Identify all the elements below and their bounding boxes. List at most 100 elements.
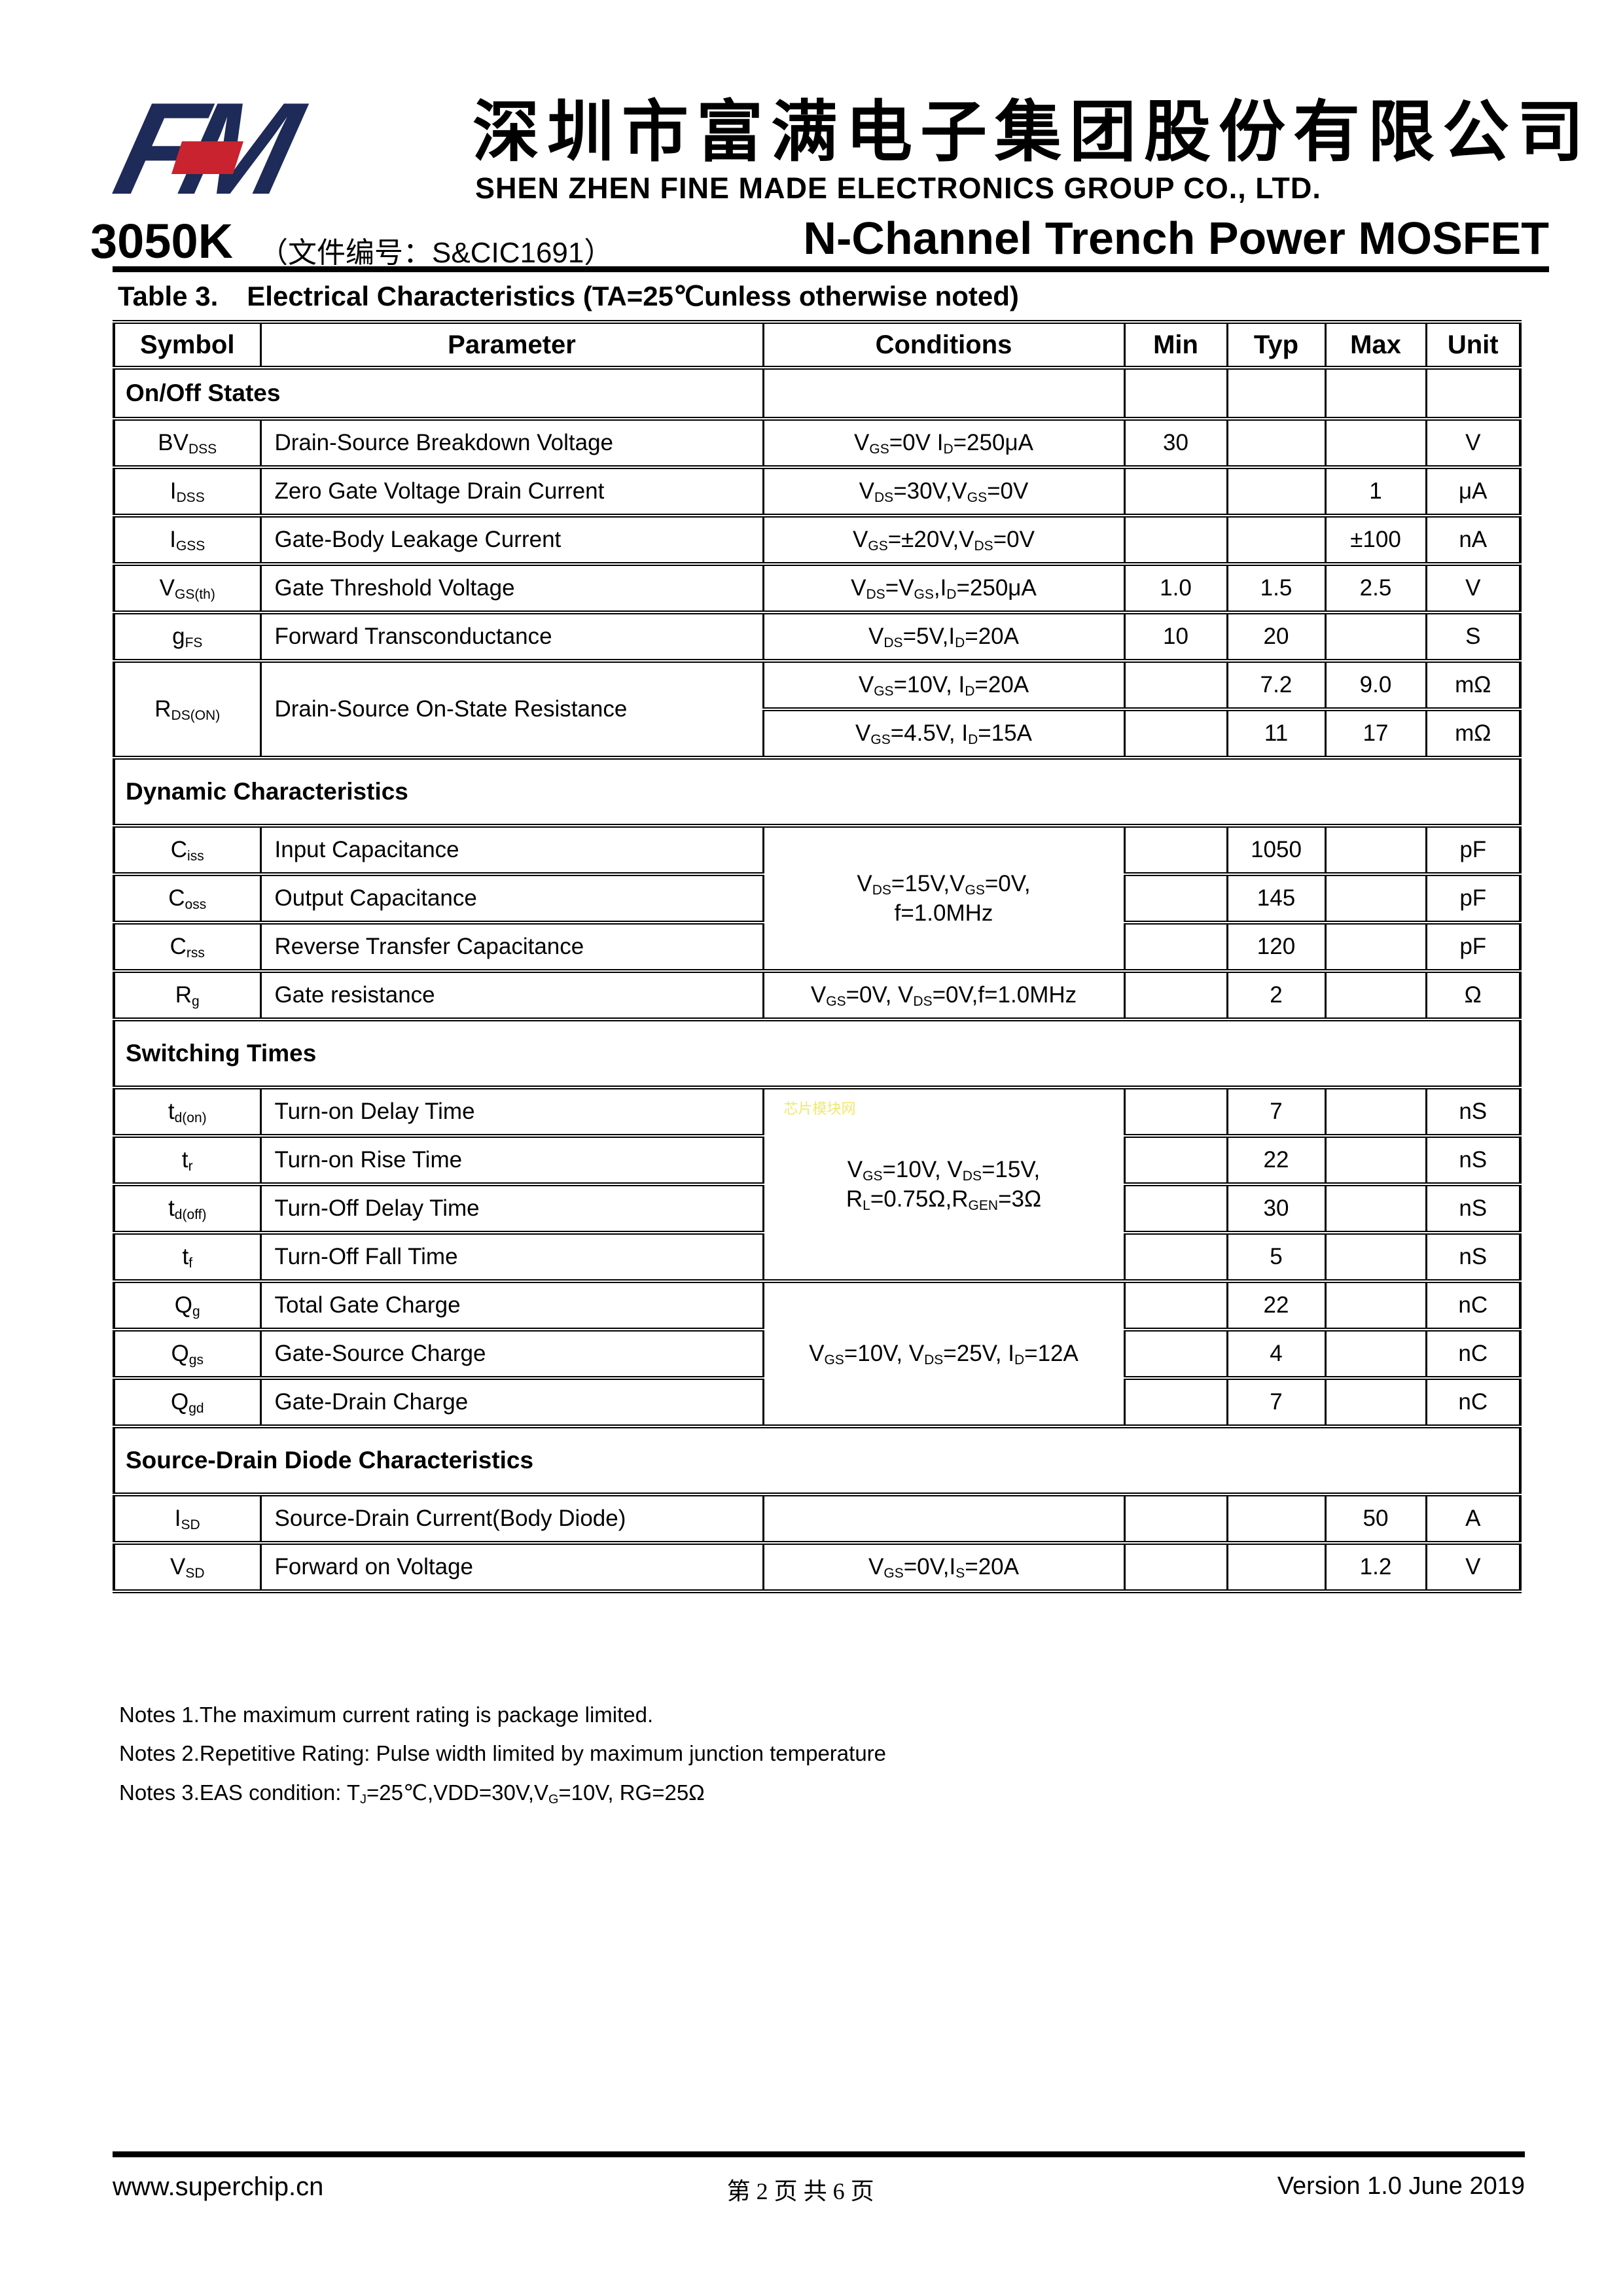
symbol-cell: Qgd <box>113 1376 262 1428</box>
symbol-cell: VGS(th) <box>113 562 262 614</box>
note-line: Notes 2.Repetitive Rating: Pulse width l… <box>119 1741 887 1765</box>
note-line: Notes 1.The maximum current rating is pa… <box>119 1703 654 1727</box>
symbol-cell: ISD <box>113 1492 262 1545</box>
symbol-cell: td(on) <box>113 1086 262 1138</box>
table-row: VGS(th) Gate Threshold Voltage VDS=VGS,I… <box>113 562 1522 614</box>
table-title-text: Electrical Characteristics (TA=25℃unless… <box>247 281 1019 311</box>
parameter-cell: Gate Threshold Voltage <box>259 562 764 614</box>
symbol-cell: IGSS <box>113 514 262 566</box>
unit-cell: S <box>1425 610 1522 663</box>
min-cell <box>1123 1231 1228 1283</box>
unit-cell: mΩ <box>1425 707 1522 760</box>
col-header-min: Min <box>1123 320 1228 370</box>
section-row-switching: Switching Times <box>113 1017 1522 1089</box>
typ-cell: 20 <box>1226 610 1327 663</box>
table-header-row: Symbol Parameter Conditions Min Typ Max … <box>113 320 1522 370</box>
table-row: gFS Forward Transconductance VDS=5V,ID=2… <box>113 610 1522 663</box>
parameter-cell: Total Gate Charge <box>259 1279 764 1332</box>
fm-logo-graphic: FM <box>103 76 316 222</box>
parameter-cell: Reverse Transfer Capacitance <box>259 921 764 973</box>
section-label: Dynamic Characteristics <box>113 756 1522 828</box>
typ-cell: 7 <box>1226 1376 1327 1428</box>
unit-cell: nC <box>1425 1328 1522 1380</box>
conditions-line: RL=0.75Ω,RGEN=3Ω <box>846 1186 1042 1214</box>
unit-cell: nS <box>1425 1231 1522 1283</box>
conditions-line: VDS=15V,VGS=0V, <box>857 870 1031 898</box>
conditions-line: f=1.0MHz <box>894 900 993 926</box>
table-row: Coss Output Capacitance 145 pF <box>113 872 1522 925</box>
symbol-cell: BVDSS <box>113 417 262 469</box>
min-cell <box>1123 1492 1228 1545</box>
parameter-cell: Turn-Off Delay Time <box>259 1182 764 1235</box>
max-cell <box>1324 1328 1427 1380</box>
symbol-cell: td(off) <box>113 1182 262 1235</box>
symbol-cell: gFS <box>113 610 262 663</box>
page-title: N-Channel Trench Power MOSFET <box>803 213 1549 264</box>
max-cell: 9.0 <box>1324 659 1427 711</box>
table-row: IDSS Zero Gate Voltage Drain Current VDS… <box>113 465 1522 518</box>
parameter-cell: Drain-Source Breakdown Voltage <box>259 417 764 469</box>
min-cell <box>1123 1541 1228 1593</box>
company-name-english: SHEN ZHEN FINE MADE ELECTRONICS GROUP CO… <box>475 171 1321 205</box>
header-rule <box>113 266 1549 272</box>
section-label: Source-Drain Diode Characteristics <box>113 1424 1522 1496</box>
min-cell <box>1123 969 1228 1021</box>
section-row-dynamic: Dynamic Characteristics <box>113 756 1522 828</box>
symbol-cell: VSD <box>113 1541 262 1593</box>
table-row: Ciss Input Capacitance VDS=15V,VGS=0V, f… <box>113 824 1522 973</box>
conditions-cell: VGS=10V, ID=20A <box>762 659 1126 711</box>
typ-cell: 7 <box>1226 1086 1327 1138</box>
table-row: tf Turn-Off Fall Time 5 nS <box>113 1231 1522 1283</box>
conditions-cell: VGS=4.5V, ID=15A <box>762 707 1126 760</box>
max-cell <box>1324 1086 1427 1138</box>
symbol-cell: tr <box>113 1134 262 1186</box>
min-cell <box>1123 824 1228 876</box>
max-cell: 50 <box>1324 1492 1427 1545</box>
parameter-cell: Gate-Source Charge <box>259 1328 764 1380</box>
table-row: tr Turn-on Rise Time 22 nS <box>113 1134 1522 1186</box>
min-cell <box>1123 1279 1228 1332</box>
footer-version: Version 1.0 June 2019 <box>1277 2172 1525 2200</box>
parameter-cell: Gate-Drain Charge <box>259 1376 764 1428</box>
footer-page-indicator: 第 2 页 共 6 页 <box>726 2178 874 2204</box>
unit-cell: V <box>1425 417 1522 469</box>
conditions-cell: VDS=30V,VGS=0V <box>762 465 1126 518</box>
parameter-cell: Forward on Voltage <box>259 1541 764 1593</box>
conditions-cell: 芯片模块网 VGS=10V, VDS=15V, RL=0.75Ω,RGEN=3Ω <box>762 1086 1126 1283</box>
unit-cell: A <box>1425 1492 1522 1545</box>
typ-cell: 22 <box>1226 1134 1327 1186</box>
unit-cell: nA <box>1425 514 1522 566</box>
unit-cell: Ω <box>1425 969 1522 1021</box>
symbol-cell: Qg <box>113 1279 262 1332</box>
typ-cell <box>1226 366 1327 421</box>
conditions-line: VGS=10V, VDS=15V, <box>847 1156 1041 1184</box>
min-cell: 10 <box>1123 610 1228 663</box>
unit-cell: mΩ <box>1425 659 1522 711</box>
unit-cell: nC <box>1425 1376 1522 1428</box>
symbol-cell: Crss <box>113 921 262 973</box>
typ-cell <box>1226 417 1327 469</box>
logo-red-shape <box>171 141 243 174</box>
table-row: Qgs Gate-Source Charge 4 nC <box>113 1328 1522 1380</box>
parameter-cell: Zero Gate Voltage Drain Current <box>259 465 764 518</box>
typ-cell: 11 <box>1226 707 1327 760</box>
conditions-cell: VGS=±20V,VDS=0V <box>762 514 1126 566</box>
footer-website: www.superchip.cn <box>113 2172 324 2201</box>
col-header-conditions: Conditions <box>762 320 1126 370</box>
min-cell <box>1123 1182 1228 1235</box>
typ-cell: 145 <box>1226 872 1327 925</box>
parameter-cell: Forward Transconductance <box>259 610 764 663</box>
min-cell <box>1123 1328 1228 1380</box>
min-cell <box>1123 366 1228 421</box>
watermark: 芯片模块网 <box>783 1101 856 1117</box>
table-title: Table 3. Electrical Characteristics (TA=2… <box>118 280 1019 312</box>
typ-cell: 22 <box>1226 1279 1327 1332</box>
parameter-cell: Input Capacitance <box>259 824 764 876</box>
section-label: Switching Times <box>113 1017 1522 1089</box>
conditions-cell <box>762 1492 1126 1545</box>
conditions-cell: VDS=VGS,ID=250μA <box>762 562 1126 614</box>
max-cell: 1.2 <box>1324 1541 1427 1593</box>
col-header-symbol: Symbol <box>113 320 262 370</box>
typ-cell: 7.2 <box>1226 659 1327 711</box>
typ-cell <box>1226 514 1327 566</box>
